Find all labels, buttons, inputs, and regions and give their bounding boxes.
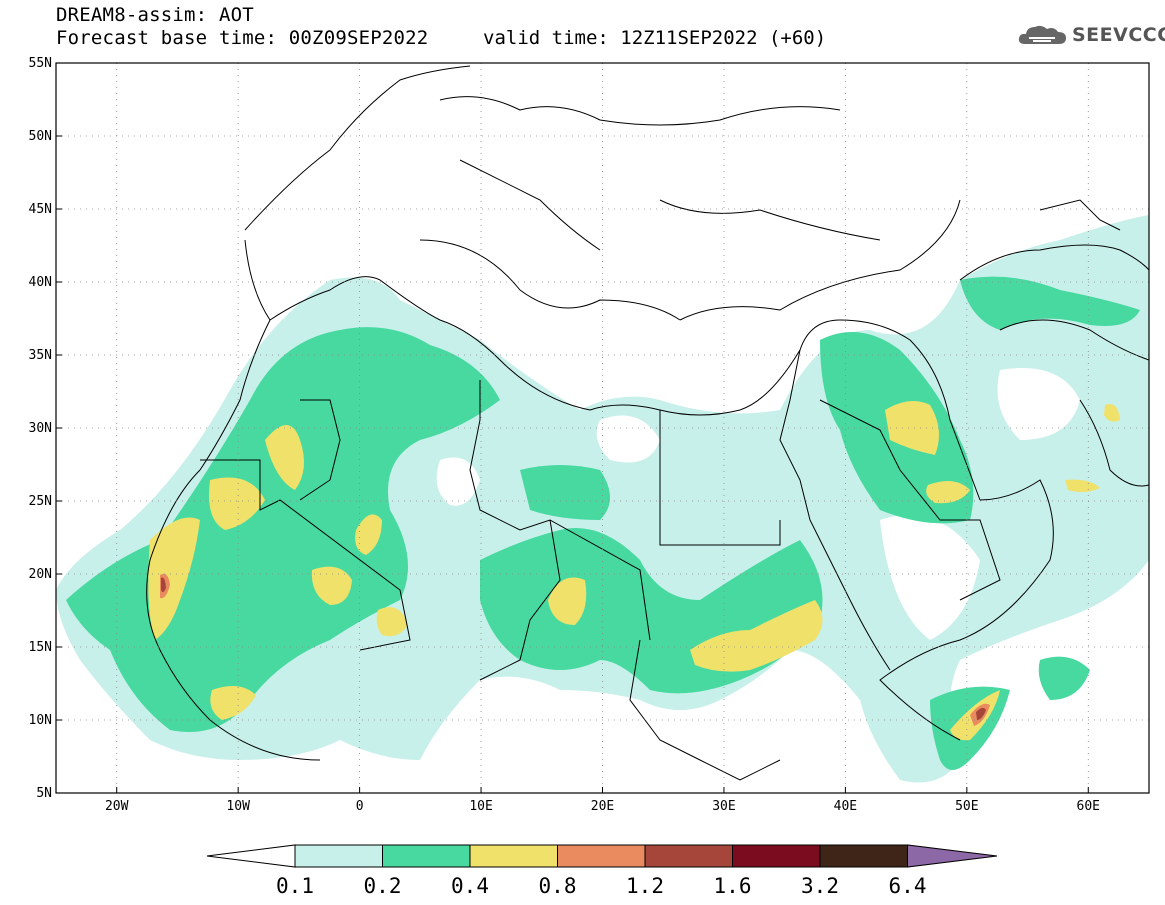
- lat-label: 50N: [29, 129, 52, 144]
- colorbar-label: 6.4: [889, 874, 927, 898]
- lon-label: 20E: [591, 799, 614, 814]
- colorbar-segment: [294, 844, 383, 868]
- colorbar-segment: [557, 844, 646, 868]
- colorbar-segment: [819, 844, 908, 868]
- lat-label: 25N: [29, 494, 52, 509]
- lon-label: 30E: [712, 799, 735, 814]
- lon-label: 0: [356, 799, 364, 814]
- lat-label: 40N: [29, 275, 52, 290]
- latitude-labels: 55N 50N 45N 40N 35N 30N 25N 20N 15N 10N 5N: [29, 56, 52, 801]
- colorbar-label: 3.2: [801, 874, 839, 898]
- lon-label: 40E: [834, 799, 857, 814]
- coastlines: [146, 65, 1149, 781]
- lat-label: 45N: [29, 202, 52, 217]
- seevccc-logo: SEEVCCC: [1017, 22, 1165, 48]
- lat-label: 10N: [29, 713, 52, 728]
- cloud-icon: [1018, 25, 1066, 44]
- lon-label: 60E: [1077, 799, 1100, 814]
- lat-label: 20N: [29, 567, 52, 582]
- colorbar-label: 1.2: [626, 874, 664, 898]
- longitude-labels: 20W 10W 0 10E 20E 30E 40E 50E 60E: [105, 799, 1100, 814]
- colorbar-label: 1.6: [714, 874, 752, 898]
- lat-label: 30N: [29, 421, 52, 436]
- colorbar-segment: [469, 844, 558, 868]
- valid-time: valid time: 12Z11SEP2022 (+60): [483, 27, 827, 49]
- lon-label: 50E: [955, 799, 978, 814]
- lat-label: 5N: [36, 786, 52, 801]
- lon-label: 20W: [105, 799, 129, 814]
- aot-field: [56, 215, 1149, 783]
- lon-label: 10E: [469, 799, 492, 814]
- map-title: DREAM8-assim: AOT: [56, 4, 254, 26]
- colorbar-segment: [644, 844, 733, 868]
- logo-text: SEEVCCC: [1072, 24, 1165, 46]
- forecast-base-time: Forecast base time: 00Z09SEP2022: [56, 27, 429, 49]
- colorbar: 0.1 0.2 0.4 0.8 1.2 1.6 3.2 6.4: [206, 844, 998, 898]
- lon-label: 10W: [226, 799, 250, 814]
- lat-label: 55N: [29, 56, 52, 71]
- colorbar-label: 0.2: [364, 874, 402, 898]
- colorbar-segment: [732, 844, 821, 868]
- colorbar-over-arrow: [907, 844, 998, 868]
- lat-label: 35N: [29, 348, 52, 363]
- colorbar-label: 0.4: [451, 874, 489, 898]
- colorbar-label: 0.8: [539, 874, 577, 898]
- colorbar-under-arrow: [206, 844, 296, 868]
- lat-label: 15N: [29, 640, 52, 655]
- colorbar-label: 0.1: [276, 874, 314, 898]
- colorbar-segment: [382, 844, 471, 868]
- map-frame: [55, 62, 1150, 794]
